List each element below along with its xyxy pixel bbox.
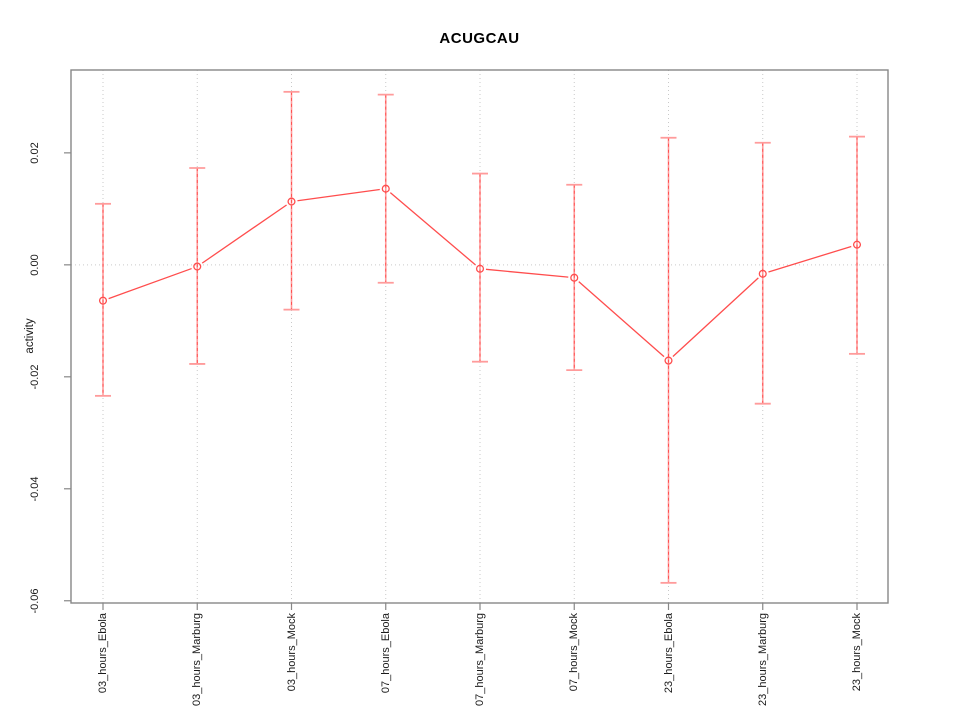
series-line-segment (297, 188, 380, 202)
plot-box (70, 69, 889, 604)
series-line-segment (389, 192, 476, 266)
x-tick-label: 03_hours_Mock (285, 613, 298, 692)
series-line-segment (108, 267, 192, 300)
data-point-marker (381, 184, 390, 193)
series-line-segment (672, 277, 759, 357)
x-tick-label: 07_hours_Ebola (379, 613, 392, 694)
x-tick-label: 23_hours_Mock (851, 613, 863, 692)
data-point-marker (570, 273, 579, 282)
data-point-marker (475, 264, 485, 273)
data-point-marker (98, 296, 108, 305)
x-tick-label: 03_hours_Marburg (191, 613, 204, 706)
series-line-segment (768, 245, 852, 273)
series-line-segment (201, 204, 287, 264)
y-tick-label: -0.04 (29, 476, 41, 502)
series-line-segment (578, 281, 665, 358)
chart-title: ACUGCAU (439, 30, 520, 47)
data-point-marker (664, 356, 673, 365)
data-point-marker (193, 262, 202, 271)
x-tick-label: 03_hours_Ebola (97, 613, 109, 694)
series-line-segment (485, 268, 569, 278)
y-tick-label: -0.02 (29, 364, 41, 390)
x-tick-label: 07_hours_Mock (568, 613, 581, 692)
y-tick-label: -0.06 (29, 588, 41, 614)
y-tick-label: 0.00 (29, 254, 41, 276)
data-point-marker (758, 269, 767, 278)
x-tick-label: 23_hours_Marburg (756, 613, 769, 706)
data-point-marker (287, 197, 296, 206)
x-tick-label: 23_hours_Ebola (662, 613, 675, 694)
data-point-marker (852, 240, 862, 249)
x-tick-label: 07_hours_Marburg (474, 613, 486, 706)
y-tick-label: 0.02 (29, 142, 41, 164)
